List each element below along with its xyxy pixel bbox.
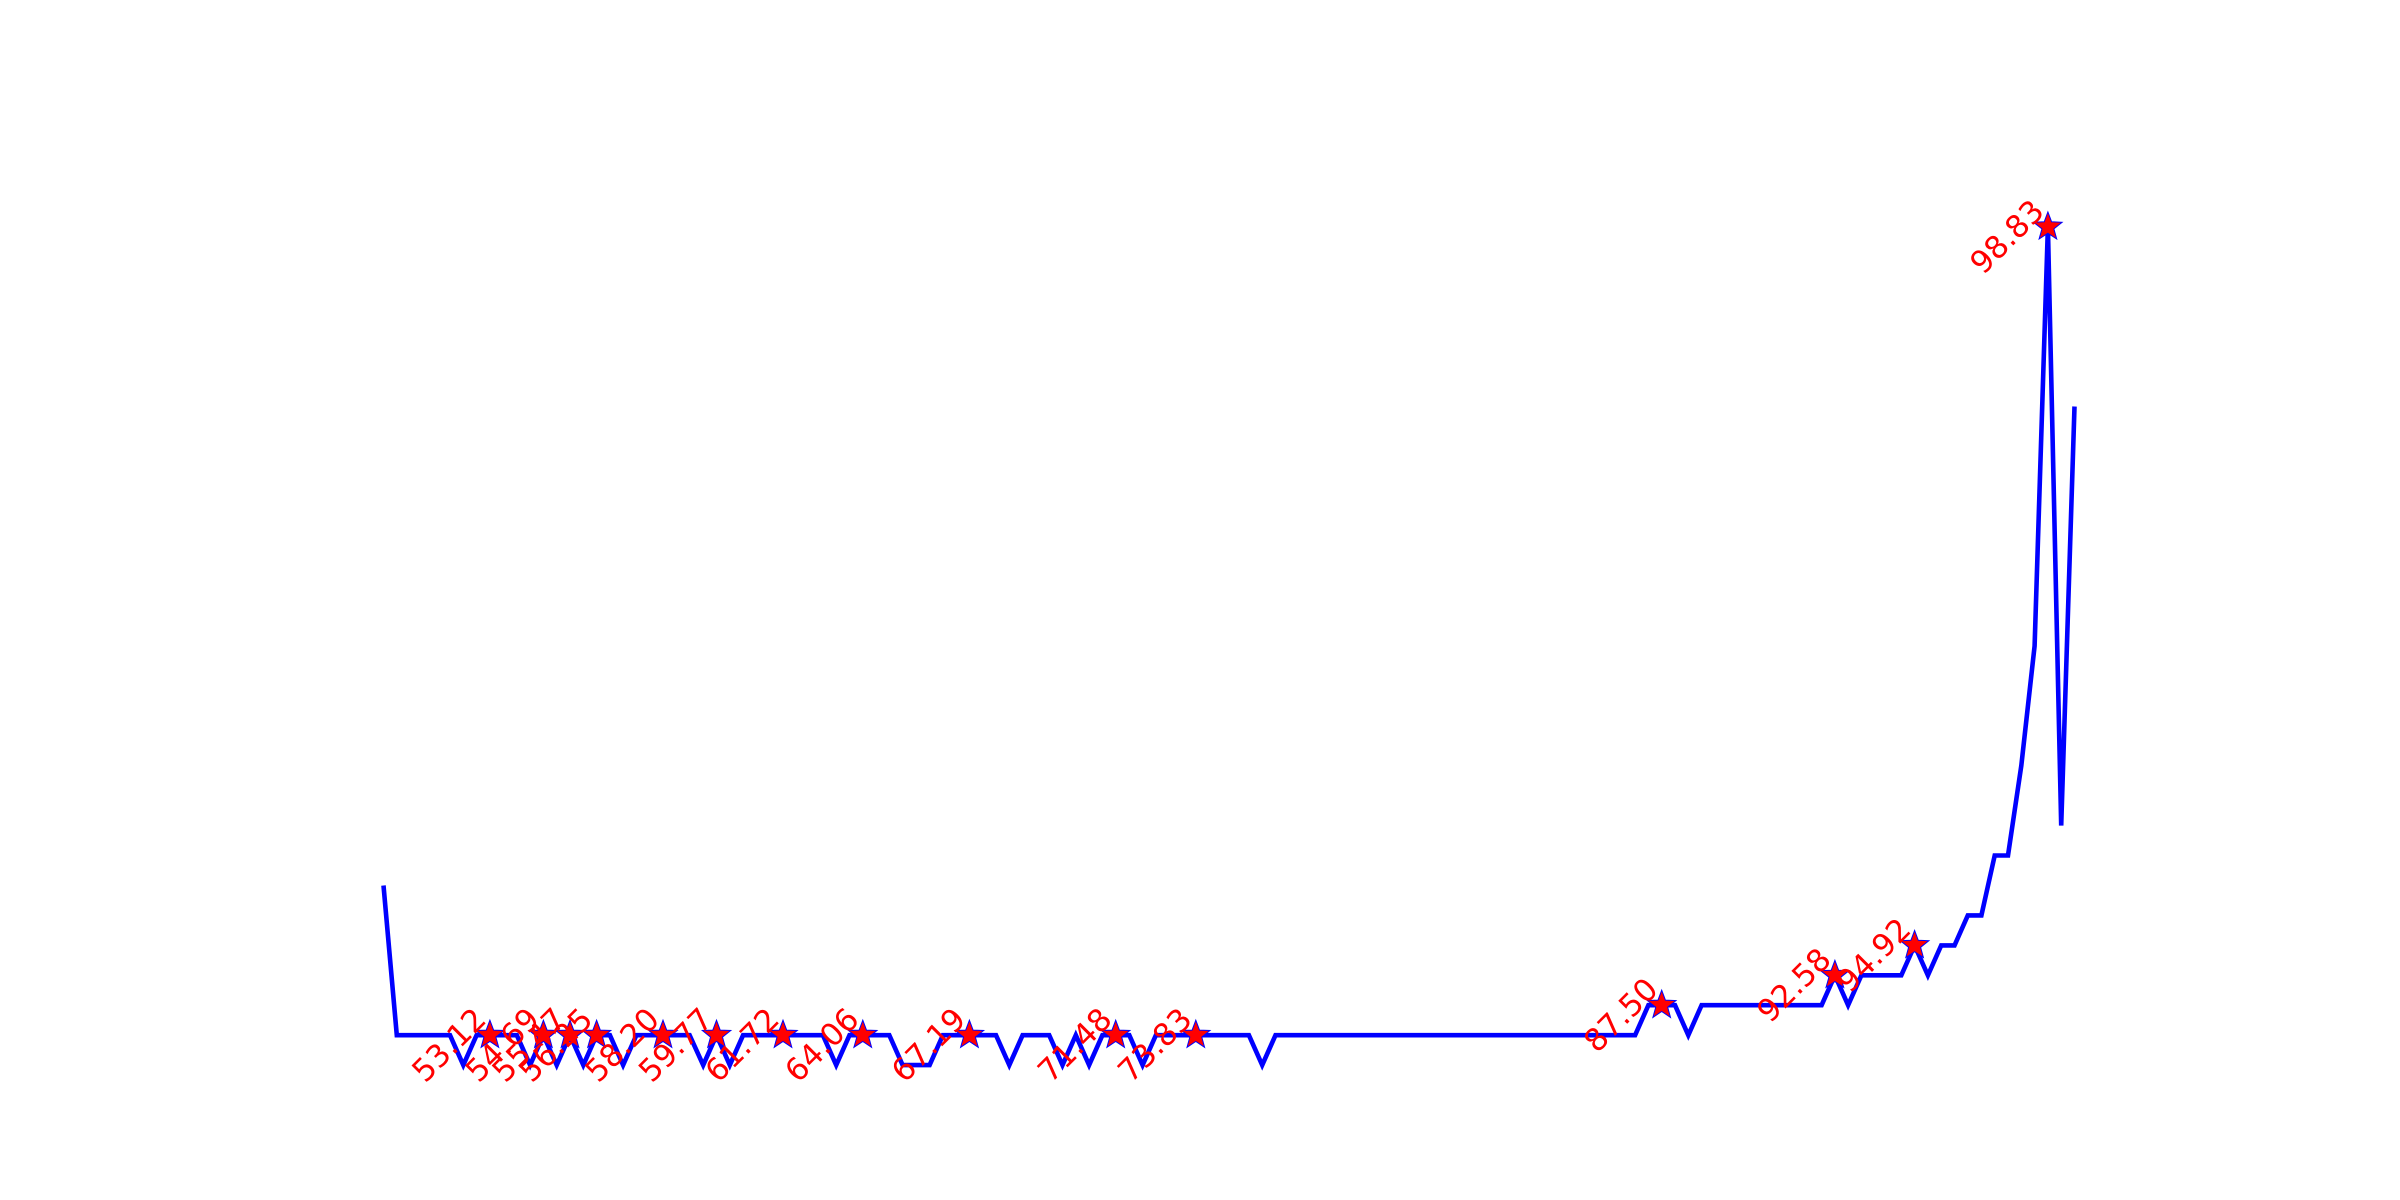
point-label: 92.58 (1750, 941, 1838, 1029)
star-marker (1646, 988, 1678, 1019)
star-marker (474, 1018, 506, 1049)
star-marker (1898, 928, 1931, 959)
point-label: 71.48 (1031, 1001, 1119, 1089)
point-label: 87.50 (1577, 971, 1665, 1059)
star-marker (580, 1018, 613, 1049)
point-label: 94.92 (1830, 912, 1918, 1000)
star-marker (847, 1018, 879, 1049)
star-marker (647, 1018, 679, 1049)
data-line (381, 226, 2077, 1071)
star-marker (767, 1018, 799, 1049)
point-label: 98.83 (1963, 193, 2051, 281)
star-marker (953, 1018, 986, 1049)
star-marker (700, 1018, 733, 1049)
point-label: 67.19 (885, 1001, 973, 1089)
star-marker (554, 1018, 586, 1049)
star-marker (1180, 1018, 1212, 1049)
star-marker (1100, 1018, 1132, 1049)
star-marker (527, 1018, 560, 1049)
star-marker (2032, 210, 2064, 241)
star-marker (1819, 958, 1851, 989)
